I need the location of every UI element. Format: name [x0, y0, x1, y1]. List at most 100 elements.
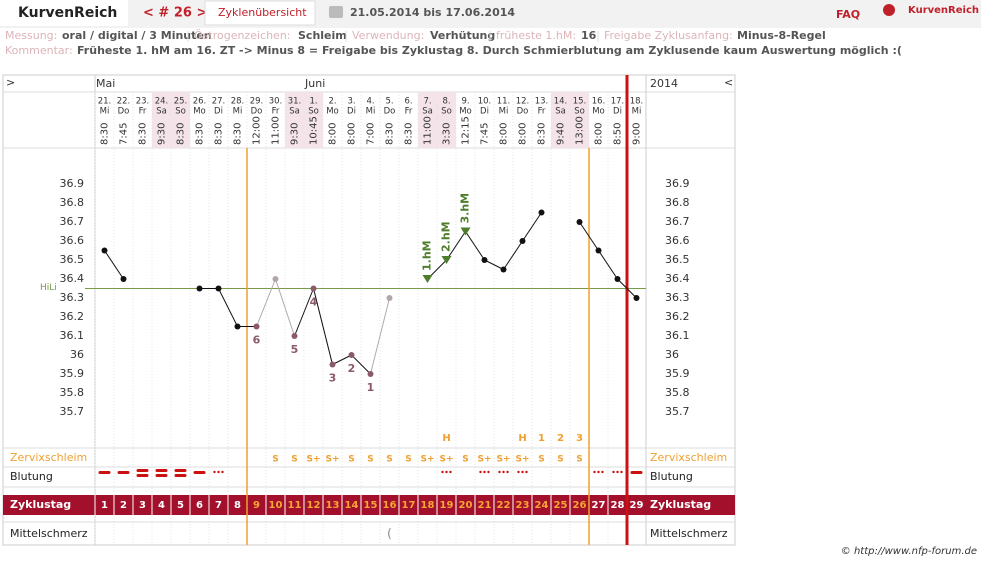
- day-time: 9:00: [632, 123, 643, 145]
- temperature-line: [579, 221, 599, 251]
- day-date: 9.: [461, 97, 469, 107]
- spotting-icon: [601, 470, 604, 474]
- day-date: 12.: [516, 97, 530, 107]
- day-date: 22.: [117, 97, 131, 107]
- row-label: Mittelschmerz: [10, 527, 88, 540]
- info-value: oral / digital / 3 Minuten: [62, 29, 212, 42]
- top-bar: [0, 0, 981, 28]
- temperature-point: [215, 285, 222, 292]
- day-time: 8:30: [385, 123, 396, 145]
- temperature-line: [294, 288, 314, 337]
- print-icon[interactable]: [329, 6, 343, 18]
- temperature-point: [633, 295, 640, 301]
- faq[interactable]: FAQ: [836, 8, 860, 21]
- day-date: 26.: [193, 97, 207, 107]
- weekend-shade: [437, 92, 456, 148]
- row-label: Blutung: [10, 470, 53, 483]
- temperature-point: [614, 276, 621, 282]
- zervix-mark: S+: [420, 455, 434, 465]
- info-label: Östrogenzeichen:: [194, 29, 291, 42]
- chart: > <2014Mai21.Mi8:3022.Do7:4523.Fr8:3024.S…: [3, 75, 735, 545]
- temperature-point: [234, 323, 241, 330]
- spotting-icon: [517, 470, 520, 474]
- nav-right[interactable]: <: [724, 76, 733, 89]
- zervix-mark: S: [348, 455, 354, 465]
- day-date: 8.: [442, 97, 450, 107]
- cycle-day: 14: [345, 500, 359, 511]
- day-weekday: Mi: [499, 107, 509, 117]
- nav-left[interactable]: >: [6, 76, 15, 89]
- spotting-icon: [217, 470, 220, 474]
- ovulation-mark: H: [442, 433, 450, 444]
- day-weekday: Fr: [405, 107, 413, 117]
- cycle-day: 21: [478, 500, 492, 511]
- temperature-point: [367, 371, 374, 377]
- ovulation-mark: 3: [576, 433, 583, 444]
- weekend-shade: [285, 92, 304, 148]
- weekend-shade: [152, 92, 171, 148]
- row-label: Mittelschmerz: [650, 527, 728, 540]
- overview-link[interactable]: Zyklenübersicht: [218, 6, 307, 19]
- day-date: 10.: [478, 97, 492, 107]
- bleeding-icon: [136, 474, 149, 477]
- zervix-mark: S+: [306, 455, 320, 465]
- cycle-day: 8: [234, 500, 241, 511]
- day-time: 8:00: [518, 123, 529, 145]
- y-tick-label: 35.9: [665, 367, 690, 380]
- day-time: 8:30: [195, 123, 206, 145]
- logo[interactable]: KurvenReich: [18, 5, 117, 21]
- spotting-icon: [221, 470, 224, 474]
- spotting-icon: [597, 470, 600, 474]
- cycle-day: 20: [459, 500, 473, 511]
- cycle-day: 24: [535, 500, 549, 511]
- comment: Früheste 1. hM am 16. ZT -> Minus 8 = Fr…: [77, 44, 902, 57]
- spotting-icon: [441, 470, 444, 474]
- day-weekday: Sa: [289, 107, 300, 117]
- spotting-icon: [525, 470, 528, 474]
- temperature-point: [348, 352, 355, 358]
- day-time: 7:00: [366, 123, 377, 145]
- day-date: 3.: [347, 97, 355, 107]
- y-tick-label: 35.7: [60, 405, 85, 418]
- y-tick-label: 36.4: [60, 272, 85, 285]
- day-time: 8:30: [404, 123, 415, 145]
- zervix-mark: S+: [439, 455, 453, 465]
- overview-tab[interactable]: [204, 0, 316, 26]
- day-weekday: Mo: [592, 107, 605, 117]
- cycle-day: 29: [630, 500, 644, 511]
- bleeding-icon: [155, 474, 168, 477]
- day-time: 7:45: [119, 123, 130, 145]
- cycle-nav[interactable]: < # 26 >: [143, 6, 207, 21]
- row-label: Zyklustag: [10, 498, 71, 511]
- cycle-day: 7: [215, 500, 222, 511]
- day-weekday: Di: [480, 107, 489, 117]
- temperature-point: [595, 247, 602, 254]
- y-tick-label: 36: [70, 348, 84, 361]
- temperature-point: [272, 276, 279, 282]
- weekend-shade: [570, 92, 589, 148]
- day-time: 11:00: [271, 116, 282, 145]
- day-date: 2.: [328, 97, 336, 107]
- temperature-line: [218, 288, 238, 327]
- spotting-icon: [506, 470, 509, 474]
- day-weekday: Sa: [422, 107, 433, 117]
- zervix-mark: S: [405, 455, 411, 465]
- day-date: 21.: [98, 97, 112, 107]
- day-time: 8:30: [100, 123, 111, 145]
- temperature-line: [446, 231, 466, 261]
- info-label: früheste 1.hM:: [496, 29, 576, 42]
- temperature-point: [500, 266, 507, 273]
- temperature-line: [522, 212, 542, 242]
- y-tick-label: 36.6: [665, 234, 690, 247]
- temperature-line: [351, 354, 371, 375]
- day-weekday: Di: [613, 107, 622, 117]
- y-tick-label: 36.5: [60, 253, 85, 266]
- y-tick-label: 35.9: [60, 367, 85, 380]
- zervix-mark: S: [538, 455, 544, 465]
- day-weekday: Fr: [538, 107, 546, 117]
- hm-point: [460, 227, 471, 236]
- temperature-point: [576, 219, 583, 225]
- temperature-line: [598, 250, 618, 280]
- info: Messung: oral / digital / 3 MinutenÖstrog…: [5, 29, 826, 42]
- cycle-day: 6: [196, 500, 203, 511]
